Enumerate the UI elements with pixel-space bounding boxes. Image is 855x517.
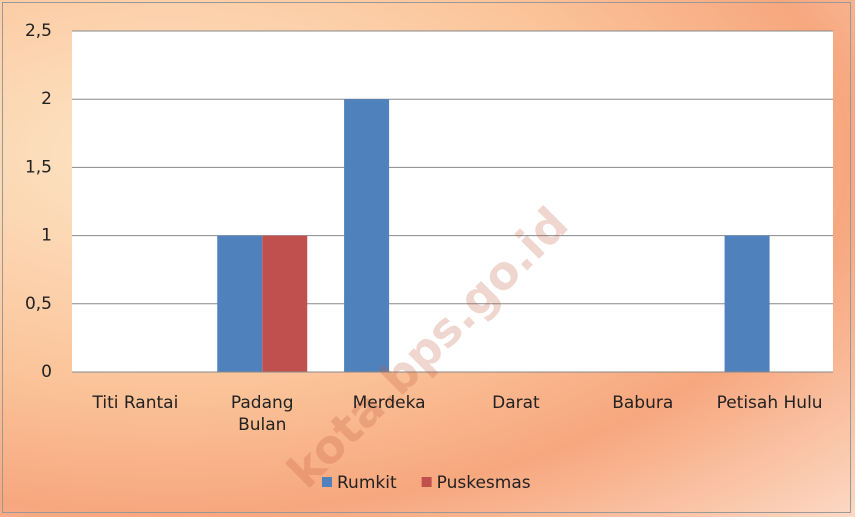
bar (262, 235, 308, 372)
x-tick-label: Titi Rantai (92, 393, 179, 413)
bar (724, 235, 770, 372)
legend-label: Rumkit (337, 473, 397, 493)
legend-swatch (322, 477, 332, 487)
x-tick-label: Padang Bulan (230, 393, 294, 435)
plot-area (72, 31, 833, 372)
x-tick-label: Darat (492, 393, 540, 413)
y-tick-label: 1,5 (25, 157, 52, 177)
y-tick-label: 0,5 (25, 294, 52, 314)
legend-label: Puskesmas (437, 473, 531, 493)
bar (217, 235, 263, 372)
y-tick-label: 2,5 (25, 21, 52, 41)
x-tick-label: Babura (612, 393, 674, 413)
y-tick-label: 2 (41, 89, 52, 109)
x-tick-label: Merdeka (352, 393, 426, 413)
y-tick-label: 0 (41, 362, 52, 382)
x-tick-label: Petisah Hulu (716, 393, 823, 413)
bar (344, 99, 390, 372)
legend-swatch (421, 477, 432, 487)
y-tick-label: 1 (41, 226, 52, 246)
